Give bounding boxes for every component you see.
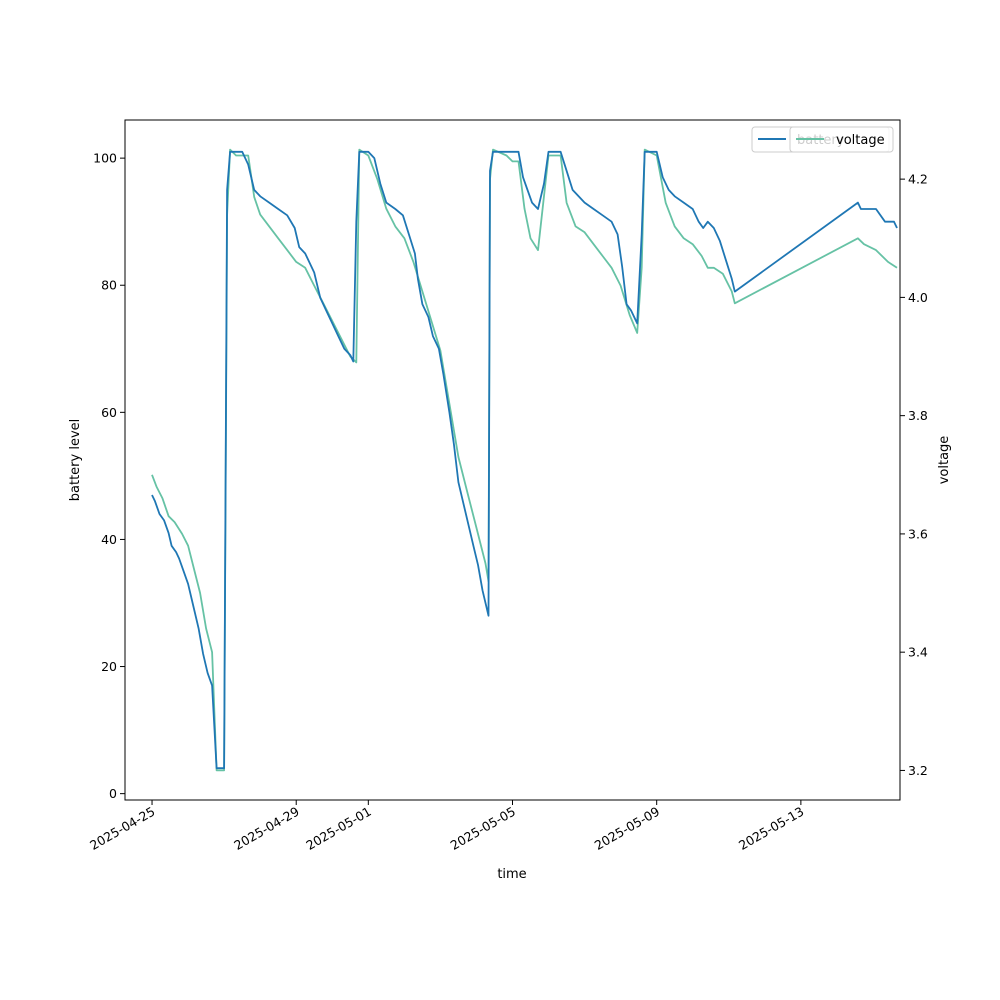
y2-tick-label: 4.0 (908, 290, 928, 305)
legend-voltage-frame (789, 126, 894, 153)
y2-tick-label: 3.2 (908, 763, 928, 778)
y2-tick-label: 3.8 (908, 408, 928, 423)
x-axis-label: time (497, 867, 526, 882)
y-tick-label: 80 (101, 278, 117, 293)
y-tick-label: 0 (109, 786, 117, 801)
series-line-battery (151, 150, 898, 770)
legend-voltage-label: voltage (836, 133, 885, 148)
y-tick-label: 40 (101, 532, 117, 547)
y-tick-label: 60 (101, 405, 117, 420)
y2-tick-label: 3.6 (908, 526, 928, 541)
y-tick-label: 20 (101, 659, 117, 674)
y-axis-label: battery level (68, 419, 83, 502)
legend-voltage: voltage (789, 126, 894, 153)
y-tick-label: 100 (93, 151, 117, 166)
series-layer (151, 148, 898, 772)
y2-axis-label: voltage (937, 436, 952, 485)
y2-tick-label: 4.2 (908, 172, 928, 187)
y2-tick-label: 3.4 (908, 645, 928, 660)
